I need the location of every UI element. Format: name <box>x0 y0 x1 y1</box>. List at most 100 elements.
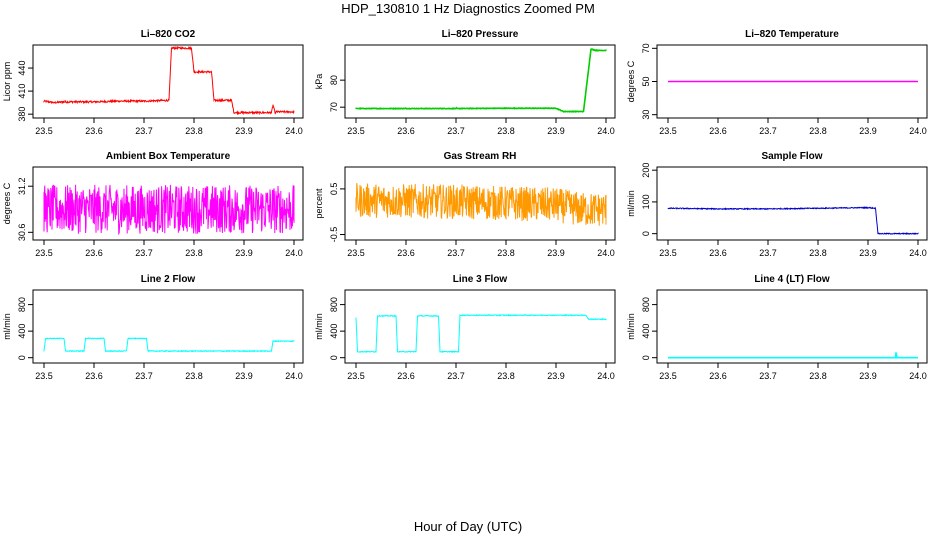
x-tick-label: 23.7 <box>759 371 777 381</box>
y-tick-label: 80 <box>329 75 339 85</box>
panel-4: Gas Stream RH percent 23.5 23.6 23.7 23.8 23.9… <box>314 151 616 258</box>
plot-frame <box>344 44 616 119</box>
x-tick-label: 23.7 <box>447 126 465 136</box>
series-line-0 <box>668 352 918 359</box>
y-tick-label: 100 <box>641 194 651 209</box>
x-tick-label: 23.6 <box>709 126 727 136</box>
panel-title: Li–820 CO2 <box>141 29 196 40</box>
plot-frame <box>32 44 304 119</box>
figure-x-axis-label: Hour of Day (UTC) <box>414 519 522 534</box>
x-tick-label: 23.8 <box>809 248 827 258</box>
plot-frame <box>656 166 928 241</box>
y-axis-label: kPa <box>314 74 324 90</box>
y-tick-label: 800 <box>641 297 651 312</box>
y-tick-label: 800 <box>329 297 339 312</box>
x-tick-label: 23.6 <box>397 126 415 136</box>
y-tick-label: 400 <box>329 324 339 339</box>
y-tick-label: 400 <box>17 324 27 339</box>
x-tick-label: 23.6 <box>709 248 727 258</box>
y-tick-label: 30.6 <box>17 224 27 242</box>
series-line-0 <box>355 313 607 353</box>
x-tick-label: 23.5 <box>347 371 365 381</box>
panel-2: Li–820 Temperature degrees C 23.5 23.6 23.7 2… <box>626 29 928 136</box>
series-line-0 <box>43 184 295 236</box>
panel-8: Line 4 (LT) Flow ml/min 23.5 23.6 23.7 23.8 23… <box>626 274 928 381</box>
y-tick-label: 70 <box>641 43 651 53</box>
x-tick-label: 23.5 <box>347 248 365 258</box>
x-tick-label: 23.8 <box>497 371 515 381</box>
series-line-0 <box>355 48 607 113</box>
y-tick-label: 0 <box>17 355 27 360</box>
plot-frame <box>32 166 304 241</box>
y-axis-label: ml/min <box>314 313 324 340</box>
x-tick-label: 23.9 <box>235 126 253 136</box>
x-tick-label: 23.5 <box>659 371 677 381</box>
y-axis-label: percent <box>314 188 324 219</box>
x-tick-label: 23.8 <box>497 126 515 136</box>
panel-title: Li–820 Temperature <box>745 29 839 40</box>
x-tick-label: 23.5 <box>659 126 677 136</box>
x-tick-label: 23.8 <box>809 126 827 136</box>
x-tick-label: 23.7 <box>135 371 153 381</box>
y-tick-label: 410 <box>17 84 27 99</box>
y-axis-label: ml/min <box>626 190 636 217</box>
panel-6: Line 2 Flow ml/min 23.5 23.6 23.7 23.8 23.9 24.… <box>2 274 304 381</box>
panel-title: Line 3 Flow <box>453 274 508 285</box>
x-tick-label: 23.8 <box>185 371 203 381</box>
plot-frame <box>344 166 616 241</box>
x-tick-label: 23.9 <box>235 248 253 258</box>
y-tick-label: 31.2 <box>17 177 27 195</box>
series-line-0 <box>355 183 607 226</box>
x-tick-label: 24.0 <box>909 248 927 258</box>
x-tick-label: 23.9 <box>235 371 253 381</box>
panel-title: Sample Flow <box>761 151 822 162</box>
panel-title: Gas Stream RH <box>444 151 517 162</box>
y-tick-label: 50 <box>641 76 651 86</box>
x-tick-label: 23.6 <box>709 371 727 381</box>
x-tick-label: 24.0 <box>285 248 303 258</box>
panel-0: Li–820 CO2 Licor ppm 23.5 23.6 23.7 23.8 23.9 2… <box>2 29 304 136</box>
x-tick-label: 23.7 <box>759 126 777 136</box>
y-tick-label: 0 <box>641 355 651 360</box>
y-tick-label: 440 <box>17 61 27 76</box>
x-tick-label: 23.5 <box>347 126 365 136</box>
x-tick-label: 24.0 <box>285 371 303 381</box>
x-tick-label: 23.7 <box>135 248 153 258</box>
y-axis-label: degrees C <box>2 182 12 224</box>
x-tick-label: 23.7 <box>135 126 153 136</box>
panel-3: Ambient Box Temperature degrees C 23.5 23.6… <box>2 151 304 258</box>
x-tick-label: 23.8 <box>497 248 515 258</box>
x-tick-label: 23.8 <box>809 371 827 381</box>
x-tick-label: 24.0 <box>597 371 615 381</box>
y-axis-label: ml/min <box>626 313 636 340</box>
x-tick-label: 23.6 <box>85 371 103 381</box>
y-axis-label: degrees C <box>626 60 636 102</box>
plot-frame <box>32 289 304 364</box>
y-tick-label: 400 <box>641 324 651 339</box>
x-tick-label: 23.5 <box>659 248 677 258</box>
figure-title: HDP_130810 1 Hz Diagnostics Zoomed PM <box>341 1 595 16</box>
y-tick-label: 30 <box>641 110 651 120</box>
y-tick-label: -0.5 <box>329 227 339 243</box>
x-tick-label: 23.5 <box>35 248 53 258</box>
y-tick-label: 0 <box>641 231 651 236</box>
panel-7: Line 3 Flow ml/min 23.5 23.6 23.7 23.8 23.9 24.… <box>314 274 616 381</box>
series-line-0 <box>43 336 295 353</box>
panel-title: Line 4 (LT) Flow <box>754 274 830 285</box>
panels: Li–820 CO2 Licor ppm 23.5 23.6 23.7 23.8 23.9 2… <box>2 29 928 381</box>
plot-frame <box>656 289 928 364</box>
series-line-0 <box>667 206 919 235</box>
x-tick-label: 23.9 <box>859 248 877 258</box>
x-tick-label: 23.6 <box>85 248 103 258</box>
x-tick-label: 23.9 <box>547 248 565 258</box>
x-tick-label: 24.0 <box>597 248 615 258</box>
x-tick-label: 24.0 <box>909 371 927 381</box>
x-tick-label: 23.9 <box>859 371 877 381</box>
series-line-0 <box>43 45 295 116</box>
y-tick-label: 800 <box>17 297 27 312</box>
x-tick-label: 23.6 <box>85 126 103 136</box>
panel-1: Li–820 Pressure kPa 23.5 23.6 23.7 23.8 23.9 24… <box>314 29 616 136</box>
x-tick-label: 24.0 <box>909 126 927 136</box>
x-tick-label: 23.7 <box>447 371 465 381</box>
